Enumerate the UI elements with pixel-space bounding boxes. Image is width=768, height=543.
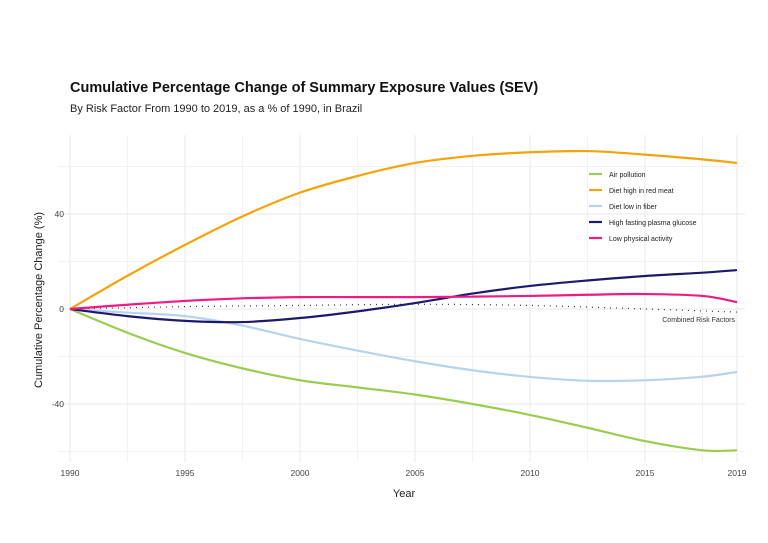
x-tick-label: 2019 bbox=[728, 468, 747, 478]
series-line-diet-high-in-red-meat bbox=[69, 149, 738, 310]
x-tick-label: 2000 bbox=[291, 468, 310, 478]
chart-subtitle: By Risk Factor From 1990 to 2019, as a %… bbox=[70, 103, 363, 115]
x-tick-label: 2010 bbox=[521, 468, 540, 478]
y-tick-label: 0 bbox=[59, 304, 64, 314]
series-line-high-fasting-plasma-glucose bbox=[69, 268, 738, 324]
legend-label: High fasting plasma glucose bbox=[609, 220, 697, 227]
combined-risk-label: Combined Risk Factors bbox=[662, 317, 735, 324]
chart-title: Cumulative Percentage Change of Summary … bbox=[70, 80, 539, 96]
legend-label: Diet low in fiber bbox=[609, 204, 658, 211]
x-tick-label: 2015 bbox=[636, 468, 655, 478]
series-line-air-pollution bbox=[69, 307, 738, 453]
y-axis-label: Cumulative Percentage Change (%) bbox=[33, 212, 45, 388]
x-tick-label: 1995 bbox=[176, 468, 195, 478]
y-tick-label: 40 bbox=[55, 209, 65, 219]
legend-label: Air pollution bbox=[609, 172, 646, 179]
x-axis-label: Year bbox=[393, 488, 416, 500]
legend-label: Diet high in red meat bbox=[609, 188, 674, 195]
series-line-diet-low-in-fiber bbox=[69, 307, 738, 383]
x-tick-label: 1990 bbox=[61, 468, 80, 478]
x-tick-label: 2005 bbox=[406, 468, 425, 478]
series-line-low-physical-activity bbox=[69, 292, 738, 311]
legend-label: Low physical activity bbox=[609, 236, 673, 243]
y-tick-label: -40 bbox=[52, 399, 65, 409]
